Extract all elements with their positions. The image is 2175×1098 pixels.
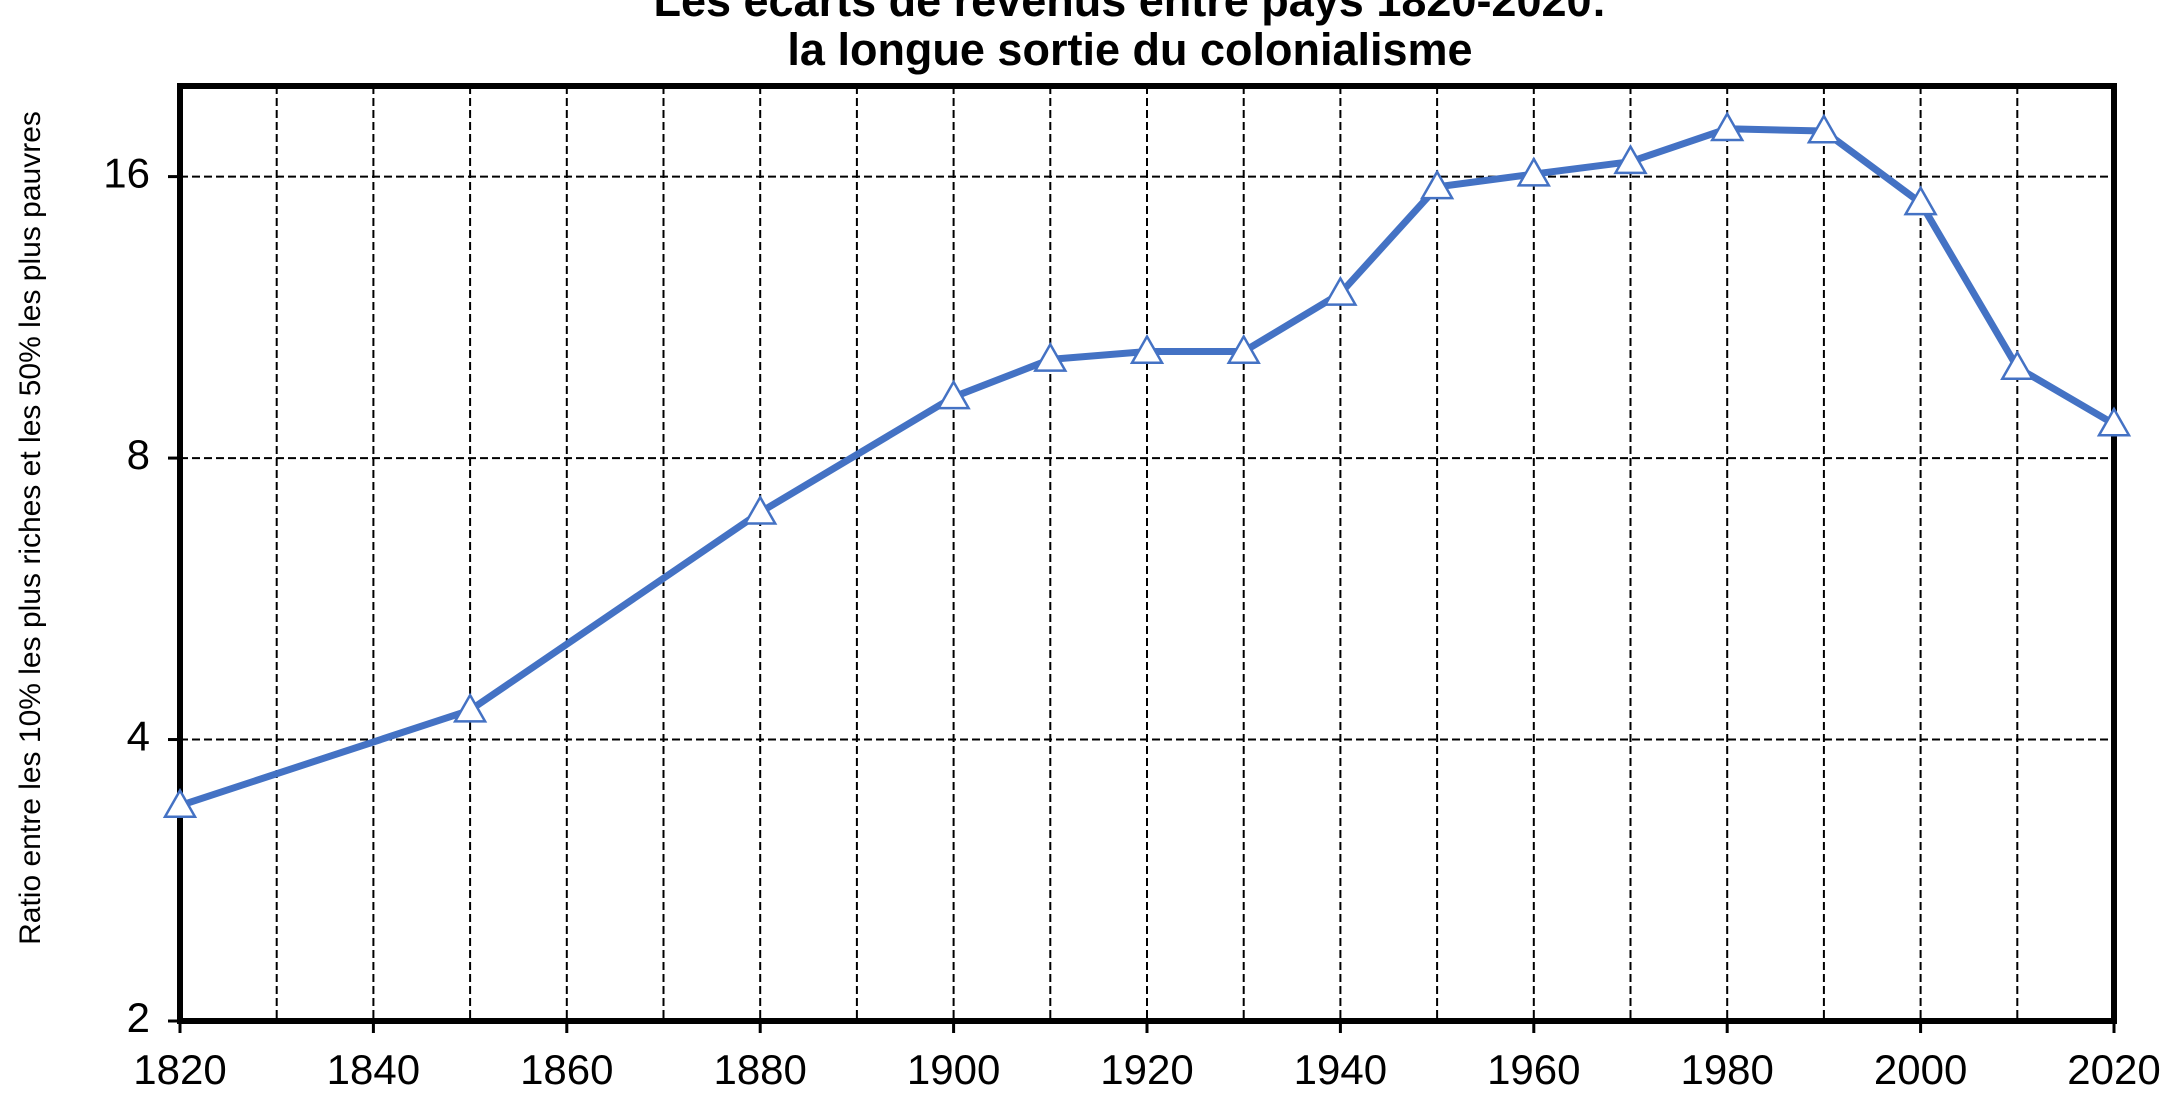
data-marker	[1129, 334, 1165, 365]
data-marker	[1323, 275, 1358, 306]
data-marker	[1710, 111, 1745, 142]
x-tick-label: 1900	[907, 1046, 1000, 1093]
x-tick-label: 1860	[520, 1046, 613, 1093]
y-tick-label: 16	[103, 150, 150, 197]
chart-title: la longue sortie du colonialisme	[787, 24, 1472, 75]
data-marker	[1806, 113, 1842, 144]
data-marker	[1613, 144, 1648, 175]
data-marker	[936, 379, 971, 410]
x-tick-label: 2000	[1874, 1046, 1967, 1093]
data-marker	[1516, 156, 1551, 187]
data-marker	[1226, 334, 1261, 365]
data-marker	[2096, 406, 2132, 437]
x-tick-label: 1820	[133, 1046, 226, 1093]
x-tick-label: 1880	[713, 1046, 806, 1093]
data-marker	[162, 788, 198, 819]
data-marker	[452, 692, 488, 723]
data-marker	[1903, 185, 1938, 216]
y-tick-label: 2	[127, 994, 150, 1041]
data-line	[178, 125, 2116, 809]
plot-frame	[177, 83, 2117, 1024]
data-marker	[1033, 341, 1068, 372]
chart-title: Les écarts de revenus entre pays 1820-20…	[653, 0, 1606, 26]
x-tick-label: 1960	[1487, 1046, 1580, 1093]
x-tick-label: 2020	[2067, 1046, 2160, 1093]
x-tick-label: 1980	[1680, 1046, 1773, 1093]
data-marker	[2000, 349, 2035, 380]
y-tick-label: 8	[127, 431, 150, 478]
x-tick-label: 1940	[1294, 1046, 1387, 1093]
data-marker	[743, 494, 778, 525]
y-axis-label: Ratio entre les 10% les plus riches et l…	[14, 111, 47, 945]
y-tick-label: 4	[127, 713, 150, 760]
data-marker	[1419, 169, 1455, 200]
x-tick-label: 1920	[1100, 1046, 1193, 1093]
x-tick-label: 1840	[327, 1046, 420, 1093]
